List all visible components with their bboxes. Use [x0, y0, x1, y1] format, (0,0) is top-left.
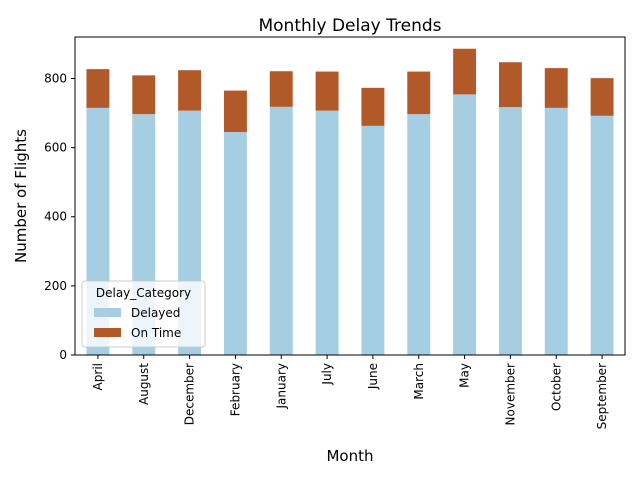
x-axis: April August December February January July Ju… — [91, 355, 609, 429]
bar-on-time-january — [269, 71, 293, 107]
bar-delayed-january — [269, 106, 293, 355]
x-tick-label-august: August — [137, 363, 151, 405]
bar-delayed-february — [223, 132, 247, 355]
x-tick-label-september: September — [595, 363, 609, 429]
y-axis-label: Number of Flights — [12, 129, 30, 263]
y-tick-label: 800 — [44, 71, 67, 85]
y-tick-label: 200 — [44, 279, 67, 293]
x-tick-label-november: November — [503, 363, 517, 425]
legend-label-on-time: On Time — [131, 326, 181, 340]
x-tick-label-june: June — [366, 363, 380, 390]
bar-delayed-june — [361, 125, 385, 355]
bar-on-time-november — [498, 62, 522, 108]
chart-title: Monthly Delay Trends — [258, 16, 441, 36]
legend-swatch-on-time — [94, 328, 121, 337]
bar-delayed-october — [544, 107, 568, 355]
x-tick-label-february: February — [228, 363, 242, 416]
x-tick-label-july: July — [320, 363, 334, 386]
bars-group — [86, 48, 614, 356]
bar-on-time-april — [86, 69, 110, 108]
bar-on-time-march — [407, 71, 431, 115]
bar-delayed-july — [315, 110, 339, 355]
x-tick-label-october: October — [549, 363, 563, 411]
y-axis: 0 200 400 600 800 — [44, 71, 75, 362]
legend: Delay_Category Delayed On Time — [81, 280, 206, 348]
x-tick-label-december: December — [183, 363, 197, 425]
bar-delayed-september — [590, 115, 614, 356]
bar-on-time-june — [361, 87, 385, 126]
x-axis-label: Month — [326, 447, 373, 465]
x-tick-label-april: April — [91, 363, 105, 390]
plot-frame — [74, 36, 626, 356]
bar-on-time-october — [544, 68, 568, 108]
y-tick-label: 0 — [59, 348, 67, 362]
bar-on-time-july — [315, 71, 339, 111]
legend-label-delayed: Delayed — [131, 306, 180, 320]
x-tick-label-january: January — [274, 363, 288, 410]
y-tick-label: 400 — [44, 210, 67, 224]
bar-delayed-march — [407, 114, 431, 355]
bar-on-time-february — [223, 90, 247, 133]
bar-on-time-august — [132, 75, 156, 115]
x-tick-label-march: March — [412, 363, 426, 400]
bar-delayed-november — [498, 107, 522, 355]
bar-on-time-december — [178, 70, 202, 111]
bar-on-time-september — [590, 78, 614, 116]
legend-swatch-delayed — [94, 308, 121, 317]
y-tick-label: 600 — [44, 141, 67, 155]
x-tick-label-may: May — [458, 363, 472, 388]
bar-delayed-may — [453, 94, 477, 355]
bar-on-time-may — [453, 48, 477, 95]
legend-title: Delay_Category — [96, 286, 191, 300]
